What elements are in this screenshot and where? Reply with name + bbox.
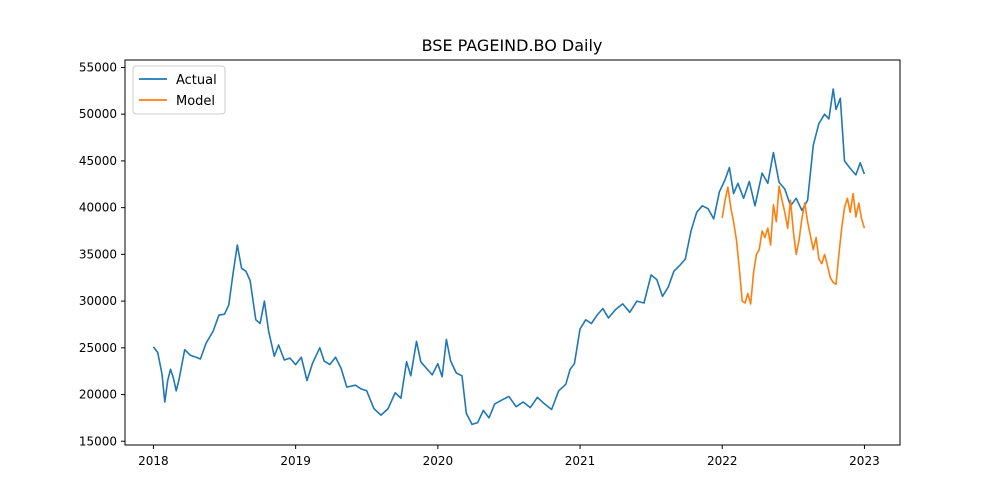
series-layer <box>152 88 866 426</box>
x-tick-label: 2022 <box>707 454 738 468</box>
chart-title: BSE PAGEIND.BO Daily <box>422 36 603 55</box>
series-line-model <box>721 185 866 305</box>
y-tick-label: 15000 <box>79 434 117 448</box>
y-tick-label: 25000 <box>79 341 117 355</box>
legend-box <box>132 65 226 115</box>
y-tick-label: 30000 <box>79 294 117 308</box>
series-line-actual <box>152 88 866 426</box>
y-tick-label: 50000 <box>79 107 117 121</box>
x-tick-label: 2021 <box>565 454 596 468</box>
x-tick-label: 2023 <box>849 454 880 468</box>
legend-label-actual: Actual <box>176 73 217 88</box>
y-tick-label: 40000 <box>79 201 117 215</box>
y-tick-label: 55000 <box>79 60 117 74</box>
x-tick-label: 2019 <box>280 454 311 468</box>
y-tick-label: 20000 <box>79 388 117 402</box>
axes-layer: 2018 2019 2020 2021 2022 2023 15000 20000 25000 3… <box>79 59 901 468</box>
legend: Actual Model <box>132 65 226 115</box>
legend-label-model: Model <box>176 94 215 109</box>
x-tick-label: 2018 <box>138 454 169 468</box>
x-tick-label: 2020 <box>423 454 454 468</box>
plot-frame <box>124 59 901 446</box>
y-tick-label: 45000 <box>79 154 117 168</box>
y-tick-label: 35000 <box>79 247 117 261</box>
